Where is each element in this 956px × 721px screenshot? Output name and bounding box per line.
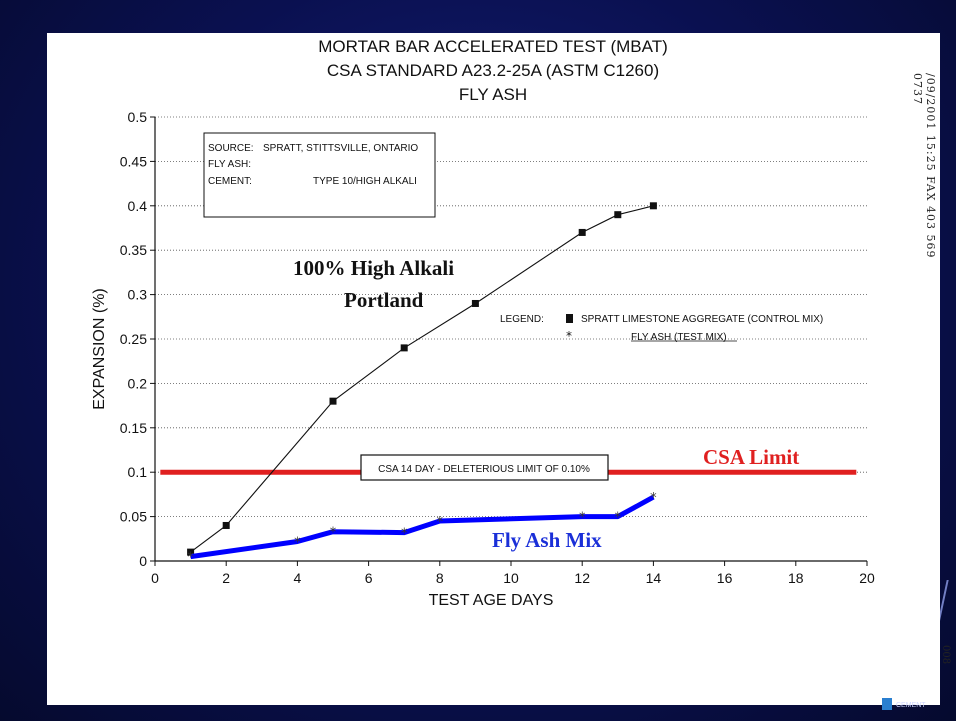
info-source-label: SOURCE: [208, 143, 254, 154]
control-mix-point-4 [471, 299, 479, 307]
info-source-value: SPRATT, STITTSVILLE, ONTARIO [263, 143, 418, 154]
y-tick-label-8: 0.4 [128, 198, 148, 214]
control-mix-point-0 [187, 548, 195, 556]
fly-ash-mix-line [190, 494, 655, 560]
x-tick-label-3: 6 [365, 570, 373, 586]
legend-control-label: SPRATT LIMESTONE AGGREGATE (CONTROL MIX) [581, 314, 823, 325]
control-mix-point-5 [578, 228, 586, 236]
control-mix-point-1 [222, 521, 230, 529]
y-tick-label-7: 0.35 [120, 242, 147, 258]
info-cement-value: TYPE 10/HIGH ALKALI [313, 176, 417, 187]
x-tick-label-5: 10 [503, 570, 519, 586]
logo-text: LAFARGE [896, 692, 940, 702]
y-tick-label-6: 0.3 [128, 287, 148, 303]
control-mix-point-6 [614, 211, 622, 219]
annotation-csa-limit: CSA Limit [703, 445, 799, 469]
chart: MORTAR BAR ACCELERATED TEST (MBAT) CSA ST… [91, 37, 875, 609]
control-mix-point-7 [649, 202, 657, 210]
logo-icon [882, 698, 892, 710]
control-mix-point-2 [329, 397, 337, 405]
chart-title-line-3: FLY ASH [459, 85, 527, 104]
x-tick-label-6: 12 [574, 570, 590, 586]
chart-boxes: SOURCE: SPRATT, STITTSVILLE, ONTARIO FLY A… [203, 132, 823, 481]
control-mix-point-3 [400, 344, 408, 352]
x-tick-label-2: 4 [294, 570, 302, 586]
x-tick-label-4: 8 [436, 570, 444, 586]
fly-ash-mix-point-6: * [615, 511, 622, 526]
info-flyash-label: FLY ASH: [208, 159, 251, 170]
x-tick-label-8: 16 [717, 570, 733, 586]
fax-header: /09/2001 15:25 FAX 403 569 0737 [911, 73, 937, 259]
logo-subtext: CEMENT [896, 702, 926, 709]
page-number: 008 [940, 645, 951, 665]
y-axis-label: EXPANSION (%) [91, 288, 108, 410]
company-logo: LAFARGE CEMENT [880, 690, 956, 714]
y-tick-label-5: 0.25 [120, 331, 147, 347]
x-axis-label: TEST AGE DAYS [429, 592, 554, 609]
y-tick-label-3: 0.15 [120, 420, 147, 436]
limit-box [360, 454, 609, 481]
info-box [203, 132, 436, 218]
x-tick-label-7: 14 [646, 570, 662, 586]
legend-flyash-label: FLY ASH (TEST MIX) [631, 332, 727, 343]
legend-title: LEGEND: [500, 314, 544, 325]
fly-ash-mix-point-4: * [437, 515, 444, 530]
y-tick-label-4: 0.2 [128, 375, 148, 391]
x-tick-label-9: 18 [788, 570, 804, 586]
y-tick-label-1: 0.05 [120, 509, 147, 525]
fly-ash-mix-point-7: * [650, 491, 657, 506]
x-tick-label-1: 2 [222, 570, 230, 586]
control-mix-line [190, 205, 654, 553]
chart-annotations: 100% High Alkali Portland CSA Limit Fly Ash… [293, 256, 799, 552]
y-tick-label-0: 0 [139, 553, 147, 569]
fly-ash-mix-point-2: * [330, 526, 337, 541]
fly-ash-mix-point-3: * [401, 527, 408, 542]
fly-ash-mix-point-0: * [187, 551, 194, 566]
chart-titles: MORTAR BAR ACCELERATED TEST (MBAT) CSA ST… [318, 37, 668, 104]
info-cement-label: CEMENT: [208, 176, 252, 187]
annotation-control-line1: 100% High Alkali [293, 256, 454, 280]
x-tick-label-0: 0 [151, 570, 159, 586]
y-tick-label-10: 0.5 [128, 109, 148, 125]
y-tick-label-9: 0.45 [120, 153, 147, 169]
annotation-fly-ash-mix: Fly Ash Mix [492, 528, 602, 552]
fly-ash-mix-point-1: * [294, 535, 301, 550]
legend-control-marker [566, 314, 573, 323]
x-tick-label-10: 20 [859, 570, 875, 586]
chart-title-line-2: CSA STANDARD A23.2-25A (ASTM C1260) [327, 61, 659, 80]
y-tick-label-2: 0.1 [128, 464, 148, 480]
legend-flyash-marker: * [566, 329, 572, 343]
chart-title-line-1: MORTAR BAR ACCELERATED TEST (MBAT) [318, 37, 668, 56]
fly-ash-mix-point-5: * [579, 511, 586, 526]
chart-ticks: 0 0.05 0.1 0.15 0.2 0.25 0.3 0.35 0.4 0.45 0.5 0 2 4 6… [120, 109, 875, 586]
annotation-control-line2: Portland [344, 288, 424, 312]
chart-series: * * * * * * * * [187, 202, 657, 566]
limit-box-text: CSA 14 DAY - DELETERIOUS LIMIT OF 0.10% [378, 464, 590, 475]
fax-page: MORTAR BAR ACCELERATED TEST (MBAT) CSA ST… [47, 33, 951, 705]
